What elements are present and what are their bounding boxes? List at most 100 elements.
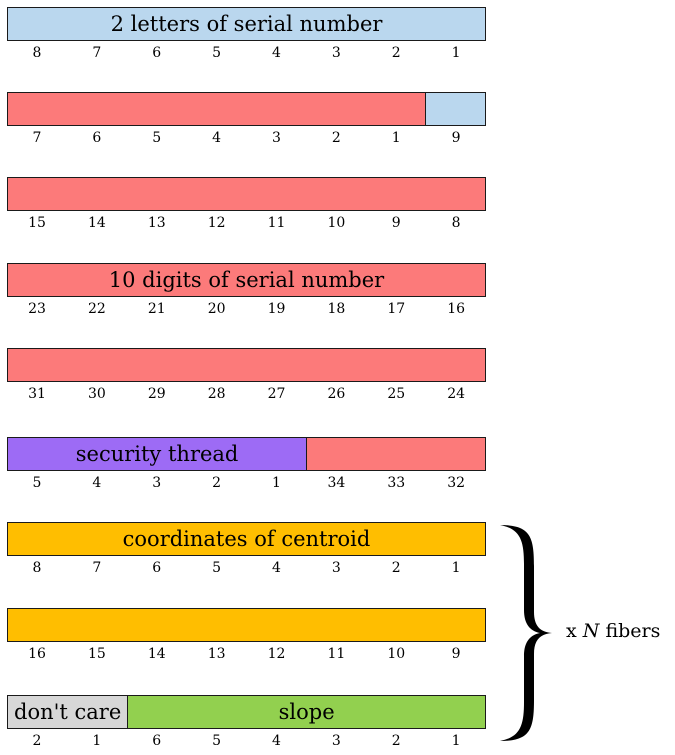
bit-index-label: 8 bbox=[32, 560, 42, 576]
curly-brace-icon bbox=[500, 525, 552, 741]
bit-index-label: 7 bbox=[92, 45, 102, 61]
bit-index-label: 4 bbox=[212, 130, 222, 146]
bit-index-label: 5 bbox=[212, 733, 222, 749]
bit-index-label: 11 bbox=[327, 646, 346, 662]
bit-index-label: 2 bbox=[391, 45, 401, 61]
bit-index-label: 23 bbox=[28, 301, 46, 317]
bit-row-bar: coordinates of centroid bbox=[7, 522, 486, 556]
bit-index-label: 20 bbox=[207, 301, 226, 317]
field-segment bbox=[8, 609, 485, 641]
bit-index-labels: 7 6 5 4 3 2 1 9 bbox=[7, 130, 486, 150]
bit-index-label: 10 bbox=[327, 215, 346, 231]
bit-index-label: 2 bbox=[391, 733, 401, 749]
bit-index-label: 12 bbox=[267, 646, 286, 662]
bit-index-label: 6 bbox=[152, 560, 162, 576]
bit-index-label: 16 bbox=[447, 301, 466, 317]
bit-index-labels: 5 4 3 2 1 34 33 32 bbox=[7, 475, 486, 495]
fibers-word: fibers bbox=[605, 620, 661, 642]
bit-index-label: 24 bbox=[447, 386, 466, 402]
bit-index-label: 7 bbox=[92, 560, 102, 576]
bit-index-label: 19 bbox=[267, 301, 286, 317]
bit-index-label: 14 bbox=[87, 215, 106, 231]
fibers-label: x N fibers bbox=[566, 620, 660, 642]
bit-index-label: 1 bbox=[451, 733, 461, 749]
bit-index-label: 32 bbox=[447, 475, 466, 491]
bit-index-label: 18 bbox=[327, 301, 346, 317]
bit-index-labels: 8 7 6 5 4 3 2 1 bbox=[7, 560, 486, 580]
field-segment bbox=[8, 93, 426, 125]
bit-index-label: 2 bbox=[212, 475, 222, 491]
field-segment-don-t-care: don't care bbox=[8, 696, 128, 728]
bit-index-label: 6 bbox=[152, 733, 162, 749]
bit-index-label: 4 bbox=[272, 733, 281, 749]
bit-index-label: 8 bbox=[32, 45, 42, 61]
bit-index-label: 1 bbox=[92, 733, 102, 749]
bit-index-labels: 8 7 6 5 4 3 2 1 bbox=[7, 45, 486, 65]
bit-index-label: 3 bbox=[152, 475, 162, 491]
bit-index-label: 13 bbox=[207, 646, 226, 662]
bit-index-label: 5 bbox=[152, 130, 162, 146]
bit-index-label: 25 bbox=[387, 386, 406, 402]
bit-index-label: 4 bbox=[272, 45, 281, 61]
multiplier-prefix: x bbox=[566, 620, 577, 642]
fiber-count-variable: N bbox=[582, 620, 600, 642]
bit-index-label: 2 bbox=[331, 130, 341, 146]
bit-index-label: 28 bbox=[207, 386, 226, 402]
field-segment-coordinates-of-centroid: coordinates of centroid bbox=[8, 523, 485, 555]
bit-index-label: 5 bbox=[212, 45, 222, 61]
bit-index-label: 6 bbox=[152, 45, 162, 61]
bit-index-label: 21 bbox=[147, 301, 166, 317]
bit-index-label: 5 bbox=[32, 475, 42, 491]
bit-row-bar bbox=[7, 177, 486, 211]
bit-row-bar: 10 digits of serial number bbox=[7, 263, 486, 297]
bit-index-label: 2 bbox=[32, 733, 42, 749]
bit-index-label: 9 bbox=[451, 646, 461, 662]
bit-index-label: 2 bbox=[391, 560, 401, 576]
bit-index-label: 1 bbox=[391, 130, 401, 146]
bit-index-label: 1 bbox=[272, 475, 281, 491]
bit-index-label: 10 bbox=[387, 646, 406, 662]
bit-index-label: 5 bbox=[212, 560, 222, 576]
bit-index-labels: 23 22 21 20 19 18 17 16 bbox=[7, 301, 486, 321]
bit-index-labels: 2 1 6 5 4 3 2 1 bbox=[7, 733, 486, 753]
bit-index-label: 3 bbox=[331, 560, 341, 576]
bit-index-label: 3 bbox=[331, 733, 341, 749]
bit-index-label: 3 bbox=[331, 45, 341, 61]
bit-index-label: 6 bbox=[92, 130, 102, 146]
bit-index-label: 34 bbox=[327, 475, 346, 491]
field-segment-10-digits-of-serial-number: 10 digits of serial number bbox=[8, 264, 485, 296]
bit-index-label: 4 bbox=[272, 560, 281, 576]
bit-row-bar bbox=[7, 348, 486, 382]
bit-index-label: 3 bbox=[272, 130, 281, 146]
field-segment-slope: slope bbox=[127, 696, 485, 728]
bit-row-bar bbox=[7, 92, 486, 126]
bit-index-label: 31 bbox=[28, 386, 46, 402]
field-segment-security-thread: security thread bbox=[8, 438, 307, 470]
bit-index-label: 17 bbox=[387, 301, 406, 317]
bit-index-label: 9 bbox=[391, 215, 401, 231]
bit-index-label: 4 bbox=[92, 475, 102, 491]
bit-index-label: 29 bbox=[147, 386, 166, 402]
bit-row-bar: security thread bbox=[7, 437, 486, 471]
bit-index-label: 9 bbox=[451, 130, 461, 146]
bit-index-label: 11 bbox=[267, 215, 286, 231]
field-segment bbox=[425, 93, 485, 125]
bit-index-label: 7 bbox=[32, 130, 42, 146]
bit-index-label: 13 bbox=[147, 215, 166, 231]
bit-index-label: 26 bbox=[327, 386, 346, 402]
bit-index-labels: 16 15 14 13 12 11 10 9 bbox=[7, 646, 486, 666]
bit-index-label: 1 bbox=[451, 45, 461, 61]
bit-index-label: 30 bbox=[87, 386, 106, 402]
field-segment bbox=[306, 438, 485, 470]
bit-row-bar: don't care slope bbox=[7, 695, 486, 729]
field-segment bbox=[8, 349, 485, 381]
bit-index-label: 8 bbox=[451, 215, 461, 231]
bit-index-labels: 15 14 13 12 11 10 9 8 bbox=[7, 215, 486, 235]
bit-index-labels: 31 30 29 28 27 26 25 24 bbox=[7, 386, 486, 406]
bit-index-label: 14 bbox=[147, 646, 166, 662]
bit-row-bar bbox=[7, 608, 486, 642]
bit-index-label: 1 bbox=[451, 560, 461, 576]
bit-row-bar: 2 letters of serial number bbox=[7, 7, 486, 41]
bit-index-label: 33 bbox=[387, 475, 406, 491]
bit-index-label: 27 bbox=[267, 386, 286, 402]
